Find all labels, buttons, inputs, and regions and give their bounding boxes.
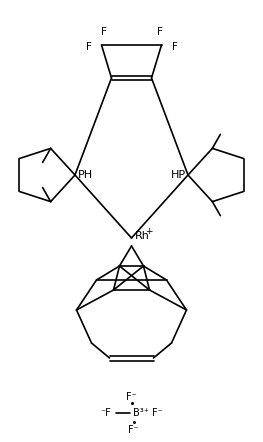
Text: B³⁺: B³⁺ bbox=[133, 408, 149, 418]
Text: F: F bbox=[156, 27, 163, 37]
Text: PH: PH bbox=[77, 170, 93, 180]
Text: F⁻: F⁻ bbox=[126, 392, 137, 402]
Text: Rh: Rh bbox=[134, 231, 149, 241]
Text: F⁻: F⁻ bbox=[128, 425, 139, 435]
Text: HP: HP bbox=[170, 170, 186, 180]
Text: F⁻: F⁻ bbox=[152, 408, 163, 418]
Text: F: F bbox=[171, 42, 178, 52]
Text: F: F bbox=[85, 42, 92, 52]
Text: F: F bbox=[100, 27, 107, 37]
Text: ⁻F: ⁻F bbox=[100, 408, 111, 418]
Text: +: + bbox=[145, 226, 152, 236]
